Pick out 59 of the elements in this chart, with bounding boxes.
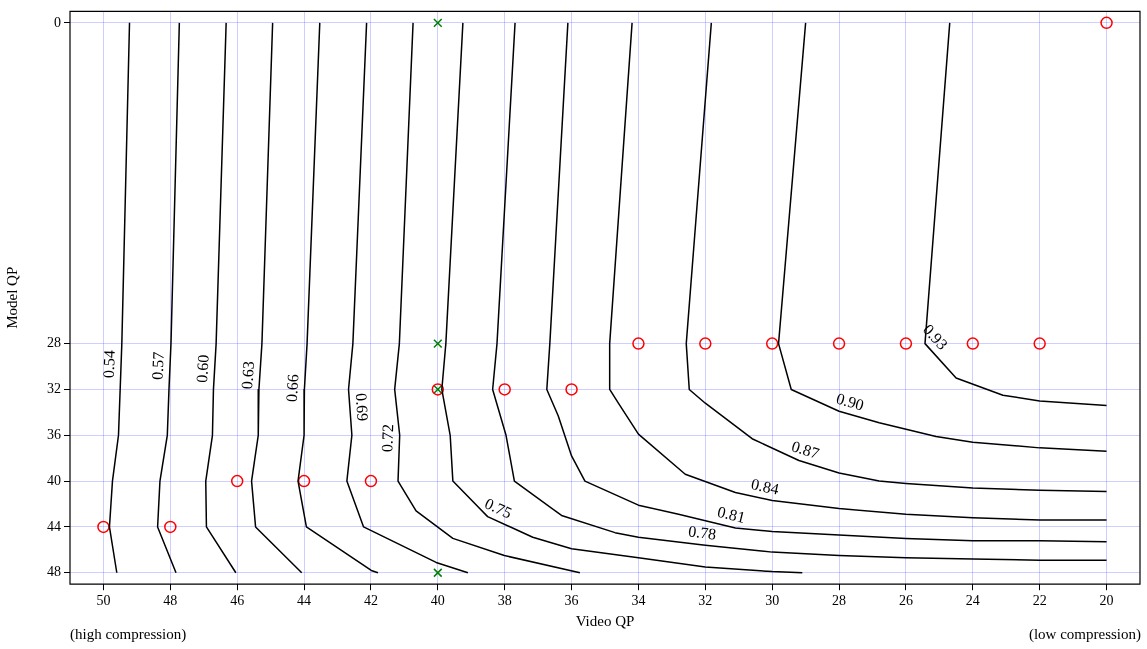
y-tick-label: 36 [47, 426, 61, 442]
point [1033, 337, 1046, 350]
x-tick-label: 28 [832, 593, 847, 609]
point [164, 520, 177, 534]
x-tick-label: 26 [898, 593, 913, 609]
x-axis-title: Video QP [575, 612, 635, 629]
text: 0.93 [919, 320, 952, 353]
x-tick-label: 20 [1099, 593, 1114, 609]
point [632, 337, 645, 350]
point [230, 474, 244, 488]
text: 0.69 [352, 392, 372, 422]
x-tick-label: 42 [363, 593, 378, 609]
y-tick-label: 0 [54, 14, 61, 30]
y-tick-label: 40 [47, 472, 61, 488]
x-tick-label: 40 [430, 593, 445, 609]
text: 0.75 [482, 494, 515, 522]
text: 0.72 [378, 423, 397, 453]
x-tick-label: 32 [698, 593, 713, 609]
x-tick-label: 44 [297, 593, 312, 609]
point [433, 18, 443, 28]
x-tick-label: 46 [230, 593, 245, 609]
point [565, 383, 578, 396]
text: 0.63 [238, 360, 257, 390]
y-tick-label: 32 [47, 381, 61, 397]
point [832, 337, 846, 350]
text: 0.57 [148, 351, 167, 381]
point [699, 337, 712, 350]
text: 0.60 [193, 354, 212, 384]
text: (high compression) [70, 625, 187, 643]
text: 0.87 [789, 437, 822, 462]
point [97, 520, 110, 534]
y-tick-label: 44 [47, 518, 61, 534]
y-axis-title: Model QP [3, 266, 20, 329]
point [1100, 16, 1113, 30]
point [498, 383, 511, 396]
x-tick-label: 38 [497, 593, 512, 609]
text: (low compression) [1028, 625, 1141, 643]
x-tick-label: 34 [631, 593, 646, 609]
y-tick-label: 28 [47, 335, 61, 351]
point [966, 337, 980, 350]
text: 0.78 [687, 522, 718, 543]
point [433, 338, 443, 349]
text: 0.84 [749, 475, 781, 498]
point [433, 568, 443, 578]
x-tick-label: 48 [163, 593, 178, 609]
point [899, 337, 913, 350]
y-tick-label: 48 [47, 564, 61, 580]
point [297, 474, 311, 488]
point [364, 474, 378, 488]
x-tick-label: 22 [1032, 593, 1047, 609]
x-tick-label: 24 [965, 593, 980, 609]
x-tick-label: 50 [96, 593, 111, 609]
x-tick-label: 30 [765, 593, 780, 609]
text: 0.90 [834, 389, 866, 414]
x-tick-label: 36 [564, 593, 579, 609]
text: 0.81 [715, 502, 747, 526]
text: 0.66 [282, 373, 302, 403]
text: 0.54 [99, 349, 118, 379]
point [765, 337, 779, 350]
